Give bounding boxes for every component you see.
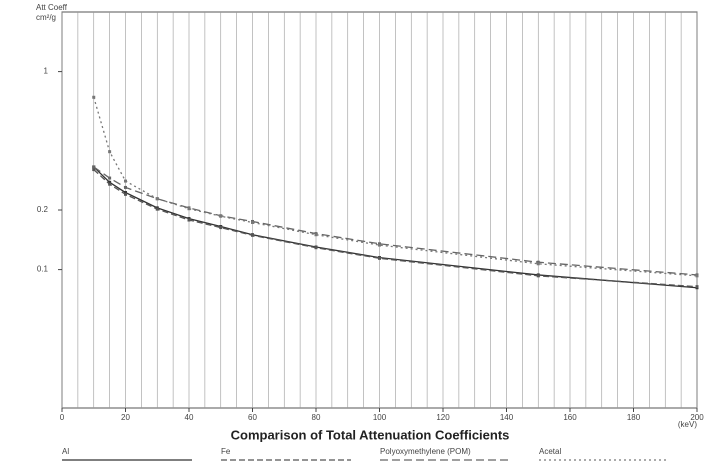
data-point (124, 191, 127, 195)
x-tick-label: 160 (563, 413, 577, 422)
x-tick-label: 120 (436, 413, 450, 422)
data-point (155, 207, 159, 211)
x-tick-label: 100 (373, 413, 387, 422)
data-point (108, 180, 112, 184)
legend-label: Fe (221, 447, 231, 456)
data-point (536, 260, 540, 264)
data-point (536, 262, 540, 266)
data-point (536, 274, 540, 278)
data-point (251, 233, 254, 237)
y-axis-label: cm²/g (36, 13, 56, 22)
data-point (92, 165, 96, 169)
data-point (251, 220, 254, 224)
x-tick-label: 140 (500, 413, 514, 422)
data-point (108, 176, 112, 180)
x-tick-label: 40 (185, 413, 194, 422)
data-point (92, 95, 96, 99)
y-tick-label: 1 (44, 67, 49, 76)
y-axis-label: Att Coeff (36, 3, 68, 12)
data-point (155, 197, 159, 201)
chart-title: Comparison of Total Attenuation Coeffici… (231, 427, 510, 442)
data-point (378, 256, 381, 260)
data-point (124, 192, 127, 196)
y-tick-label: 0.1 (37, 265, 49, 274)
data-point (695, 285, 699, 289)
x-tick-label: 180 (627, 413, 641, 422)
legend-label: Al (62, 447, 69, 456)
x-tick-label: 60 (248, 413, 257, 422)
x-tick-label: 0 (60, 413, 65, 422)
data-point (314, 233, 318, 237)
x-tick-label: 200 (690, 413, 704, 422)
x-tick-label: 20 (121, 413, 130, 422)
data-point (378, 243, 381, 247)
data-point (314, 246, 318, 250)
data-point (187, 207, 191, 211)
x-tick-label: 80 (312, 413, 321, 422)
y-tick-label: 0.2 (37, 205, 49, 214)
data-point (219, 214, 223, 218)
series-line (93, 169, 698, 288)
legend-label: Polyoxymethylene (POM) (380, 447, 471, 456)
data-point (187, 218, 191, 222)
data-point (695, 274, 699, 278)
data-point (108, 182, 112, 186)
series-line (93, 97, 698, 277)
x-axis-unit: (keV) (678, 420, 697, 429)
data-point (92, 168, 96, 172)
data-point (219, 226, 223, 230)
data-point (124, 185, 127, 189)
legend-label: Acetal (539, 447, 561, 456)
data-point (124, 179, 127, 183)
data-point (108, 150, 112, 154)
